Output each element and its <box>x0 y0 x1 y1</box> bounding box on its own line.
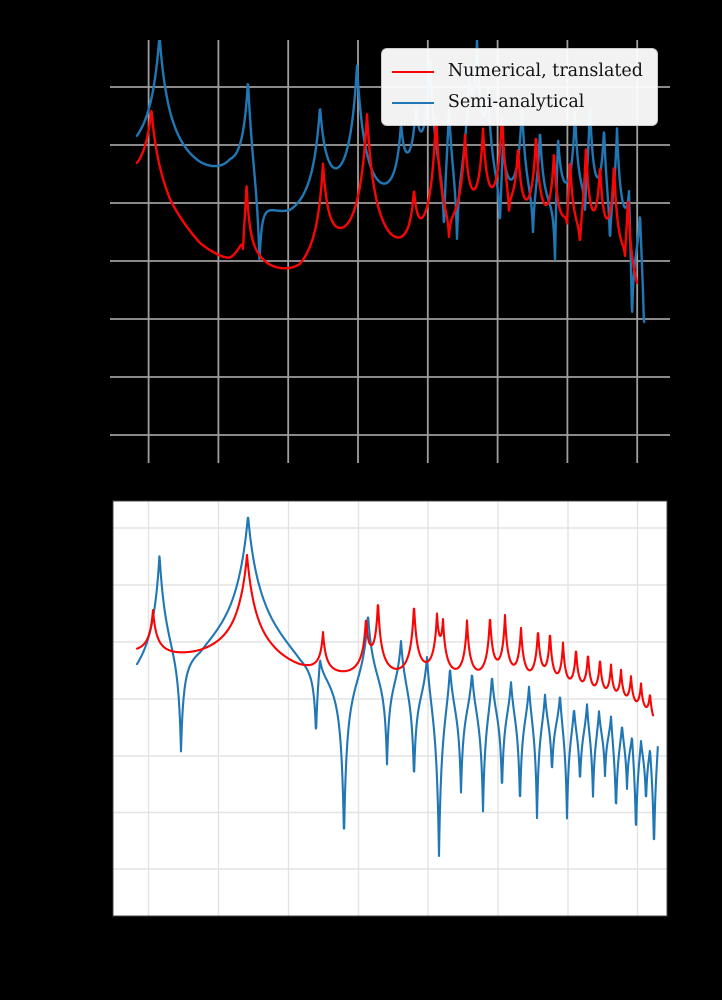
legend: Numerical, translated Semi-analytical <box>380 48 658 126</box>
numerical-line-icon <box>391 70 434 73</box>
bottom-chart-plot-area <box>112 500 668 917</box>
legend-item-numerical: Numerical, translated <box>391 56 643 87</box>
semi-analytical-line-icon <box>391 101 434 104</box>
legend-label-semi-analytical: Semi-analytical <box>447 91 585 112</box>
top-chart-plot-area: Numerical, translated Semi-analytical <box>110 40 670 463</box>
legend-label-numerical: Numerical, translated <box>447 60 643 81</box>
legend-item-semi-analytical: Semi-analytical <box>391 87 643 118</box>
bottom-chart-canvas <box>112 500 668 917</box>
